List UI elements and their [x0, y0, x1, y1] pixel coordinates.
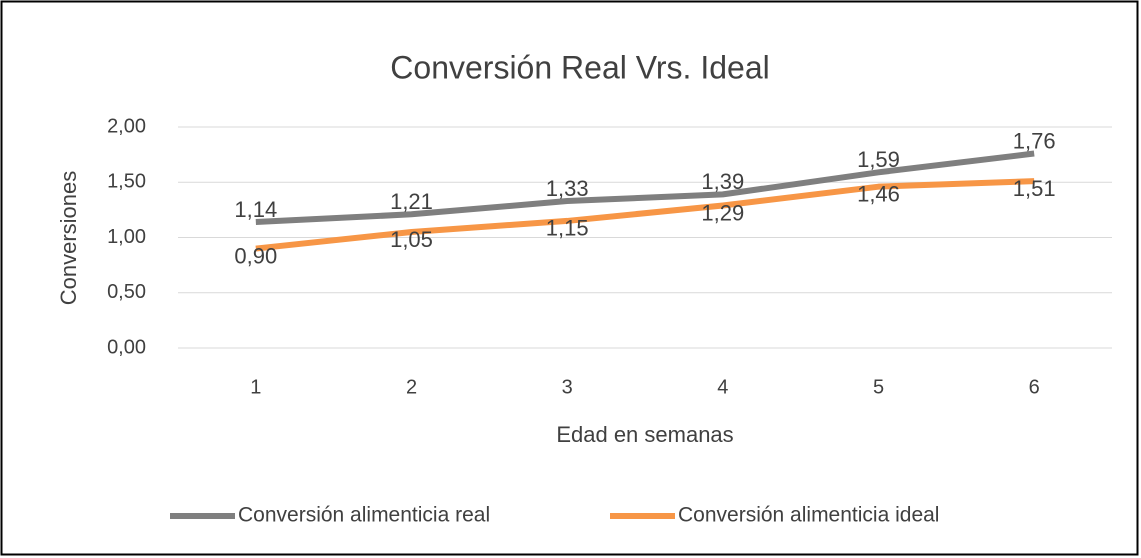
x-tick-label: 5 [873, 376, 884, 398]
data-label: 1,51 [1013, 176, 1056, 201]
x-tick-label: 3 [562, 376, 573, 398]
x-axis-label: Edad en semanas [556, 422, 733, 447]
data-label: 1,21 [390, 189, 433, 214]
x-tick-label: 1 [250, 376, 261, 398]
data-label: 1,76 [1013, 128, 1056, 153]
y-tick-label: 2,00 [107, 115, 146, 137]
y-tick-label: 0,50 [107, 281, 146, 303]
legend-label: Conversión alimenticia real [238, 504, 490, 527]
y-tick-label: 1,50 [107, 171, 146, 193]
legend-label: Conversión alimenticia ideal [678, 504, 939, 527]
y-tick-label: 0,00 [107, 336, 146, 358]
data-label: 1,59 [857, 147, 900, 172]
data-label: 1,33 [546, 176, 589, 201]
data-label: 1,05 [390, 227, 433, 252]
data-label: 1,46 [857, 181, 900, 206]
data-label: 1,39 [701, 169, 744, 194]
x-tick-label: 6 [1029, 376, 1040, 398]
data-label: 1,29 [701, 200, 744, 225]
y-axis-label: Conversiones [56, 171, 81, 306]
data-label: 1,14 [234, 197, 277, 222]
y-tick-label: 1,00 [107, 226, 146, 248]
chart-title: Conversión Real Vrs. Ideal [390, 49, 769, 85]
x-tick-label: 2 [406, 376, 417, 398]
series-line [255, 178, 1035, 252]
data-label: 1,15 [546, 216, 589, 241]
data-label: 0,90 [234, 243, 277, 268]
x-tick-label: 4 [717, 376, 728, 398]
series-line [255, 150, 1035, 226]
